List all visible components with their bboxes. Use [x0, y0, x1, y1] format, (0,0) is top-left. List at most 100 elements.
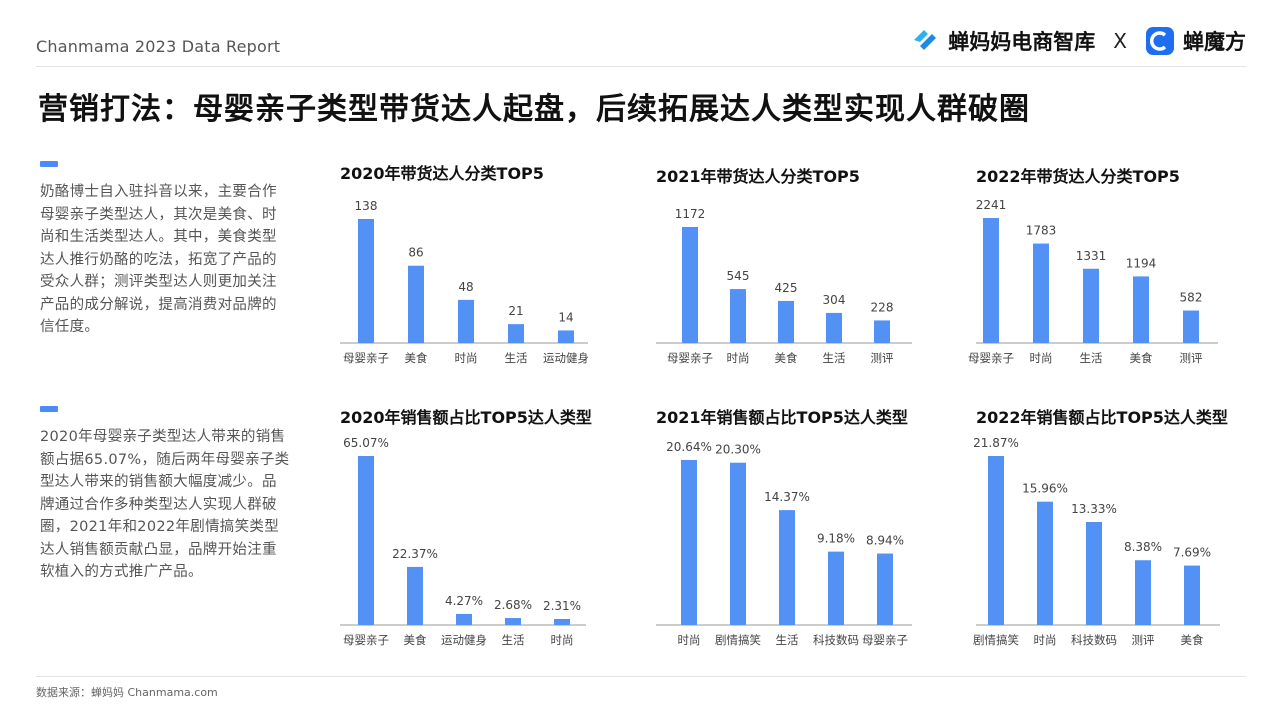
data-label: 582	[1180, 291, 1203, 305]
chart-title: 2021年销售额占比TOP5达人类型	[656, 408, 908, 427]
bar	[828, 551, 844, 625]
data-label: 425	[775, 281, 798, 295]
category-label: 生活	[823, 351, 846, 365]
data-label: 15.96%	[1022, 482, 1068, 496]
bar	[358, 219, 374, 343]
page-title: 营销打法：母婴亲子类型带货达人起盘，后续拓展达人类型实现人群破圈	[38, 92, 1030, 127]
header-divider	[36, 66, 1246, 67]
bar	[1135, 560, 1151, 625]
bar	[508, 324, 524, 343]
data-label: 1172	[675, 207, 706, 221]
category-label: 时尚	[678, 633, 701, 647]
category-label: 美食	[1130, 351, 1153, 365]
category-label: 美食	[405, 351, 428, 365]
data-label: 8.38%	[1124, 540, 1162, 554]
chart-sales-2020: 2020年销售额占比TOP5达人类型 65.07% 母婴亲子 22.37% 美食 4.2…	[340, 404, 600, 654]
bar	[730, 462, 746, 625]
data-label: 14	[558, 310, 573, 324]
category-label: 时尚	[1034, 633, 1057, 647]
data-label: 1783	[1026, 224, 1057, 238]
category-label: 运动健身	[543, 351, 589, 365]
data-label: 48	[458, 280, 473, 294]
chart-title: 2022年带货达人分类TOP5	[976, 167, 1180, 186]
category-label: 剧情搞笑	[715, 633, 761, 647]
chart-title: 2022年销售额占比TOP5达人类型	[976, 408, 1228, 427]
category-label: 生活	[505, 351, 528, 365]
chart-creators-2020: 2020年带货达人分类TOP5 138 母婴亲子 86 美食 48 时尚 21 生活 14 运动健…	[340, 160, 600, 375]
chart-title: 2020年带货达人分类TOP5	[340, 164, 544, 183]
bar	[554, 619, 570, 625]
data-label: 21.87%	[973, 436, 1019, 450]
data-label: 8.94%	[866, 534, 904, 548]
brand-name-left: 蝉妈妈电商智库	[948, 30, 1096, 54]
bar	[988, 456, 1004, 625]
category-label: 测评	[1132, 633, 1155, 647]
bar-chart: 65.07% 母婴亲子 22.37% 美食 4.27% 运动健身 2.68% 生活 2.31% 时…	[340, 436, 586, 647]
category-label: 母婴亲子	[343, 351, 389, 365]
bar	[1183, 310, 1199, 343]
data-label: 86	[408, 246, 423, 260]
category-label: 测评	[1180, 351, 1203, 365]
data-label: 14.37%	[764, 490, 810, 504]
bar	[826, 312, 842, 343]
data-source: 数据来源：蝉妈妈 Chanmama.com	[36, 686, 218, 699]
bar	[779, 510, 795, 625]
data-label: 13.33%	[1071, 502, 1117, 516]
bar	[1184, 565, 1200, 625]
bar	[1133, 276, 1149, 343]
note-block: 奶酪博士自入驻抖音以来，主要合作母婴亲子类型达人，其次是美食、时尚和生活类型达人…	[40, 161, 290, 339]
chart-creators-2021: 2021年带货达人分类TOP5 1172 母婴亲子 545 时尚 425 美食 304 生活 2…	[656, 163, 926, 378]
category-label: 母婴亲子	[667, 351, 713, 365]
data-label: 7.69%	[1173, 546, 1211, 560]
data-label: 304	[823, 293, 846, 307]
chanmofang-logo-icon	[1146, 27, 1174, 55]
bar	[1083, 268, 1099, 343]
bar	[458, 299, 474, 343]
bar	[1086, 521, 1102, 625]
category-label: 生活	[1080, 351, 1103, 365]
brand-name-right: 蝉魔方	[1183, 30, 1246, 54]
report-label: Chanmama 2023 Data Report	[36, 37, 281, 56]
category-label: 母婴亲子	[343, 633, 389, 647]
category-label: 生活	[502, 633, 525, 647]
data-label: 65.07%	[343, 436, 389, 450]
bar	[358, 456, 374, 625]
bar-chart: 20.64% 时尚 20.30% 剧情搞笑 14.37% 生活 9.18% 科技数码 8.94%…	[656, 440, 912, 647]
note-marker	[40, 161, 58, 167]
data-label: 22.37%	[392, 547, 438, 561]
brand-separator: X	[1113, 29, 1127, 53]
chart-creators-2022: 2022年带货达人分类TOP5 2241 母婴亲子 1783 时尚 1331 生活 1194…	[968, 163, 1231, 378]
category-label: 时尚	[551, 633, 574, 647]
note-block: 2020年母婴亲子类型达人带来的销售额占据65.07%，随后两年母婴亲子类型达人…	[40, 406, 290, 584]
category-label: 美食	[404, 633, 427, 647]
category-label: 母婴亲子	[862, 633, 908, 647]
bar	[983, 218, 999, 343]
category-label: 运动健身	[441, 633, 487, 647]
brand-logos: 蝉妈妈电商智库 X 蝉魔方	[910, 26, 1246, 56]
data-label: 20.64%	[666, 440, 712, 454]
data-label: 2.31%	[543, 599, 581, 613]
bar-chart: 2241 母婴亲子 1783 时尚 1331 生活 1194 美食 582 测评	[968, 198, 1218, 365]
bar	[681, 460, 697, 625]
note-text: 2020年母婴亲子类型达人带来的销售额占据65.07%，随后两年母婴亲子类型达人…	[40, 429, 290, 580]
chart-title: 2020年销售额占比TOP5达人类型	[340, 408, 592, 427]
data-label: 1194	[1126, 256, 1157, 270]
bar	[778, 300, 794, 343]
bar	[1037, 501, 1053, 625]
bar-chart: 138 母婴亲子 86 美食 48 时尚 21 生活 14 运动健身	[340, 199, 589, 365]
bar	[874, 320, 890, 343]
data-label: 21	[508, 304, 523, 318]
note-marker	[40, 406, 58, 412]
data-label: 20.30%	[715, 443, 761, 457]
bar-chart: 1172 母婴亲子 545 时尚 425 美食 304 生活 228 测评	[656, 207, 912, 365]
data-label: 1331	[1076, 249, 1107, 263]
chart-sales-2022: 2022年销售额占比TOP5达人类型 21.87% 剧情搞笑 15.96% 时尚 13.…	[973, 404, 1231, 654]
data-label: 4.27%	[445, 594, 483, 608]
bar	[877, 553, 893, 625]
bar	[682, 227, 698, 343]
category-label: 时尚	[727, 351, 750, 365]
category-label: 科技数码	[813, 633, 859, 647]
category-label: 美食	[1181, 633, 1204, 647]
chanmama-logo-icon	[914, 30, 937, 50]
category-label: 美食	[775, 351, 798, 365]
